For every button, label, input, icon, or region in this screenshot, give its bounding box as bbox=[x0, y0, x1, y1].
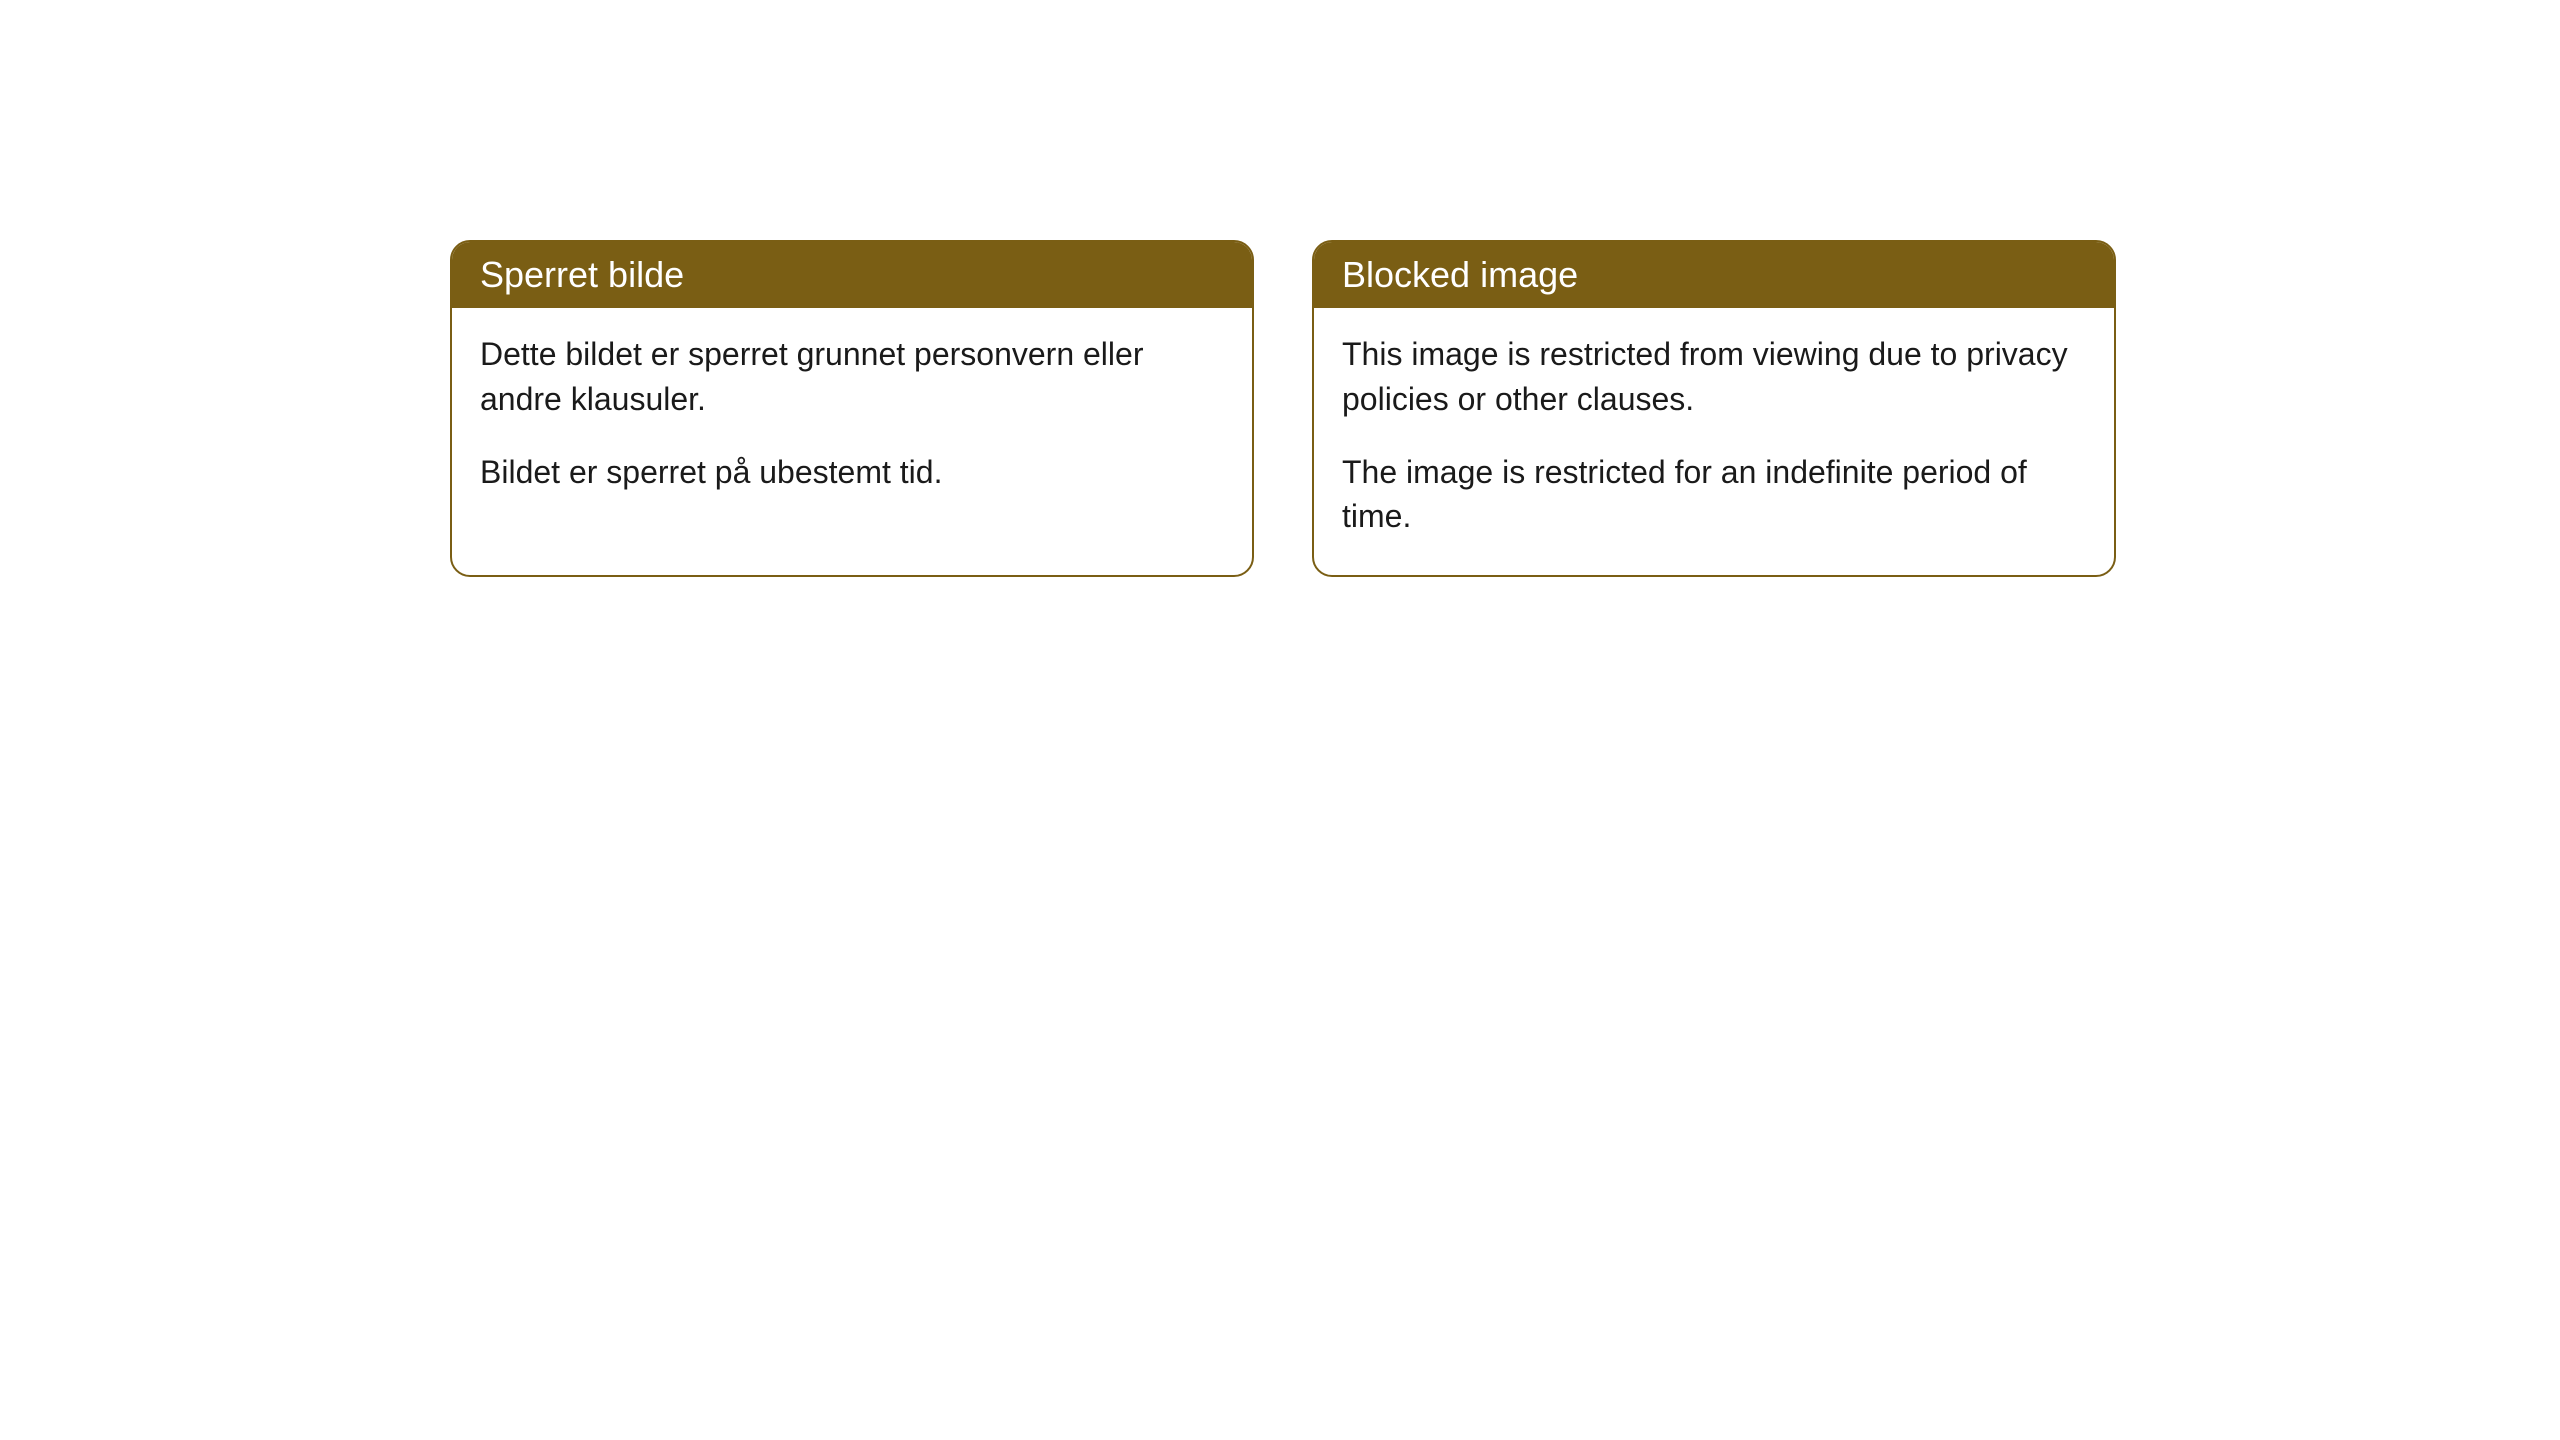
card-header-english: Blocked image bbox=[1314, 242, 2114, 308]
card-paragraph: Bildet er sperret på ubestemt tid. bbox=[480, 450, 1224, 495]
card-title: Sperret bilde bbox=[480, 254, 684, 295]
card-body-norwegian: Dette bildet er sperret grunnet personve… bbox=[452, 308, 1252, 530]
card-paragraph: This image is restricted from viewing du… bbox=[1342, 332, 2086, 422]
notice-cards-container: Sperret bilde Dette bildet er sperret gr… bbox=[450, 240, 2560, 577]
card-title: Blocked image bbox=[1342, 254, 1578, 295]
card-paragraph: The image is restricted for an indefinit… bbox=[1342, 450, 2086, 540]
blocked-image-card-english: Blocked image This image is restricted f… bbox=[1312, 240, 2116, 577]
card-body-english: This image is restricted from viewing du… bbox=[1314, 308, 2114, 575]
card-paragraph: Dette bildet er sperret grunnet personve… bbox=[480, 332, 1224, 422]
blocked-image-card-norwegian: Sperret bilde Dette bildet er sperret gr… bbox=[450, 240, 1254, 577]
card-header-norwegian: Sperret bilde bbox=[452, 242, 1252, 308]
